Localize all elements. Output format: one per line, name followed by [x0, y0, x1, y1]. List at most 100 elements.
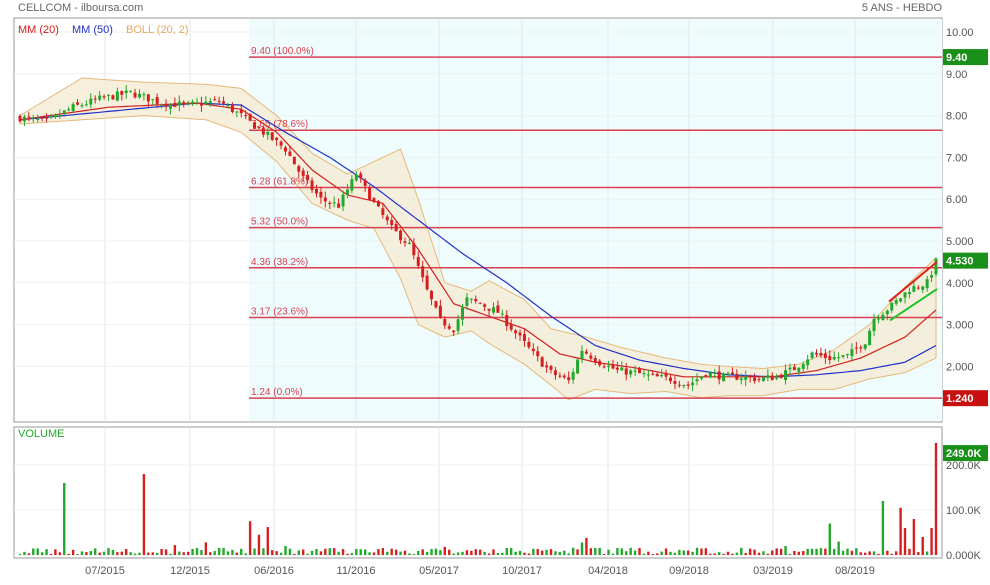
candle-body [93, 98, 97, 100]
candle-body [45, 117, 49, 119]
candle-body [394, 224, 398, 232]
y-tick-label: 7.00 [946, 152, 967, 164]
volume-bar [505, 548, 508, 555]
x-tick-label: 10/2017 [502, 565, 542, 577]
candle-body [49, 116, 53, 118]
candle-body [717, 371, 721, 380]
candle-body [620, 367, 624, 371]
candle-body [168, 103, 172, 109]
volume-bar [80, 551, 84, 555]
candle-body [607, 365, 611, 367]
volume-bar [669, 551, 672, 555]
candle-body [261, 127, 265, 135]
candle-body [730, 372, 734, 375]
candle-body [819, 352, 823, 356]
volume-bar [762, 551, 765, 555]
ma50-line [19, 102, 937, 378]
candle-body [828, 356, 832, 361]
volume-bar [638, 548, 641, 555]
candle-body [642, 372, 646, 374]
volume-bar [253, 548, 256, 555]
volume-bar [434, 548, 438, 555]
volume-title: VOLUME [18, 428, 64, 440]
candle-body [111, 95, 115, 100]
volume-bar [886, 550, 889, 555]
price-tag [943, 49, 988, 66]
trendline-lower [889, 288, 938, 322]
volume-bar [217, 547, 221, 555]
volume-tick-label: 100.0K [946, 505, 982, 517]
volume-bar [341, 549, 345, 555]
volume-bar [324, 548, 327, 555]
volume-bar [355, 548, 358, 555]
volume-bar [213, 550, 216, 555]
volume-bar [744, 553, 747, 555]
candle-body [540, 357, 544, 367]
volume-bar [859, 552, 862, 555]
volume-bar [793, 551, 796, 555]
candle-body [239, 109, 243, 114]
volume-bar [116, 552, 119, 555]
volume-bar [226, 551, 230, 555]
candle-body [363, 180, 367, 186]
volume-bar [390, 548, 393, 555]
volume-bar [178, 551, 181, 555]
candle-body [907, 292, 911, 294]
volume-bar [673, 552, 677, 555]
volume-bar [523, 552, 526, 555]
candle-body [567, 377, 571, 381]
candle-body [576, 359, 580, 374]
volume-bar [934, 442, 938, 555]
legend-ma20: MM (20) [18, 24, 59, 36]
candle-body [593, 357, 597, 363]
volume-bar [656, 553, 659, 555]
volume-bar [182, 552, 185, 555]
volume-bar [881, 501, 885, 555]
volume-bar [125, 549, 128, 555]
candle-body [744, 376, 748, 380]
candle-body [222, 101, 226, 104]
candle-body [766, 375, 770, 378]
candle-body [708, 372, 712, 378]
volume-bar [209, 552, 212, 555]
candle-body [253, 122, 257, 129]
volume-bar [837, 541, 840, 555]
trendline-upper [888, 261, 938, 303]
volume-bar [492, 549, 495, 555]
volume-bar [549, 549, 553, 555]
candle-body [284, 147, 288, 152]
candle-body [266, 131, 270, 135]
candle-body [695, 379, 699, 382]
volume-bar [98, 552, 101, 555]
volume-bar [678, 549, 681, 555]
candle-body [536, 351, 540, 357]
candle-body [815, 352, 819, 355]
candle-body [36, 118, 40, 120]
candle-body [801, 364, 805, 369]
volume-bar [23, 551, 26, 555]
candle-body [323, 197, 327, 202]
candle-body [461, 307, 465, 320]
volume-bar [244, 553, 247, 555]
candle-body [837, 357, 841, 359]
volume-bar [713, 553, 716, 555]
volume-bar [563, 550, 566, 555]
candle-body [677, 384, 681, 386]
volume-bar [169, 553, 172, 555]
candle-body [611, 364, 615, 369]
volume-bar [877, 553, 880, 555]
volume-bar [554, 551, 557, 555]
volume-bar [925, 551, 929, 555]
volume-bar [532, 548, 535, 555]
candle-body [76, 102, 80, 105]
candle-body [757, 378, 761, 380]
volume-bar [797, 551, 801, 555]
candle-body [213, 99, 217, 101]
volume-bar [536, 549, 539, 555]
candle-body [549, 366, 553, 370]
fib-label: 3.17 (23.6%) [251, 306, 308, 317]
candle-body [779, 375, 783, 379]
candle-body [872, 319, 876, 332]
volume-bar [129, 552, 132, 555]
